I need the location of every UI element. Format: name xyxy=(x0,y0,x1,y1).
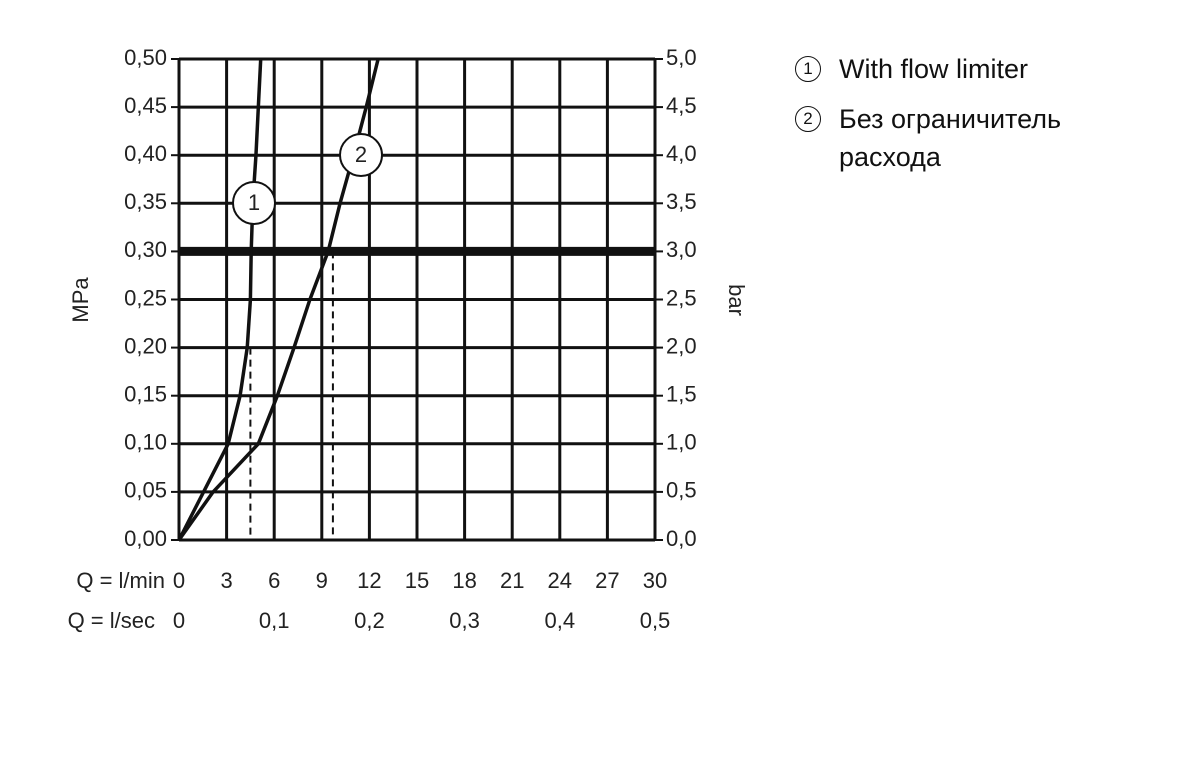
curve-label: 1 xyxy=(248,190,260,215)
y-tick-label: 0,10 xyxy=(124,430,167,455)
legend-glyph: 2 xyxy=(795,106,821,132)
y-tick-label: 0,35 xyxy=(124,189,167,214)
chart: MPa bar Q = l/min Q = l/sec 0,000,050,10… xyxy=(68,45,750,633)
y2-axis-label: bar xyxy=(724,284,749,316)
curve-label-circle xyxy=(339,133,383,177)
y-tick-label: 0,25 xyxy=(124,285,167,310)
x-tick-label: 9 xyxy=(316,568,328,593)
x2-tick-label: 0,5 xyxy=(640,608,671,633)
y2-tick-label: 0,0 xyxy=(666,526,697,551)
y2-tick-label: 0,5 xyxy=(666,478,697,503)
x-tick-label: 6 xyxy=(268,568,280,593)
x2-tick-label: 0,1 xyxy=(259,608,290,633)
curve-label: 2 xyxy=(355,142,367,167)
y2-tick-label: 2,5 xyxy=(666,285,697,310)
y-tick-label: 0,05 xyxy=(124,478,167,503)
x2-tick-label: 0 xyxy=(173,608,185,633)
y2-tick-label: 3,5 xyxy=(666,189,697,214)
legend-item: 1 With flow limiter xyxy=(795,50,1095,88)
y2-tick-label: 4,0 xyxy=(666,141,697,166)
x-tick-label: 21 xyxy=(500,568,524,593)
x-tick-label: 0 xyxy=(173,568,185,593)
y-tick-label: 0,50 xyxy=(124,45,167,70)
y2-tick-label: 1,0 xyxy=(666,430,697,455)
legend-item: 2 Без ограничитель расхода xyxy=(795,100,1095,176)
x-tick-label: 12 xyxy=(357,568,381,593)
legend-label: With flow limiter xyxy=(839,54,1029,84)
x-tick-label: 15 xyxy=(405,568,429,593)
x-axis-label: Q = l/min xyxy=(76,568,165,593)
y-axis-label: MPa xyxy=(68,277,93,323)
x2-tick-label: 0,2 xyxy=(354,608,385,633)
legend-glyph: 1 xyxy=(795,56,821,82)
y2-tick-label: 4,5 xyxy=(666,93,697,118)
y-tick-label: 0,20 xyxy=(124,333,167,358)
y2-tick-label: 1,5 xyxy=(666,382,697,407)
y-tick-label: 0,45 xyxy=(124,93,167,118)
y-tick-label: 0,00 xyxy=(124,526,167,551)
y-tick-label: 0,15 xyxy=(124,382,167,407)
x-tick-label: 30 xyxy=(643,568,667,593)
series-line xyxy=(177,58,263,541)
curve-label-circle xyxy=(232,181,276,225)
y-tick-label: 0,40 xyxy=(124,141,167,166)
x-tick-label: 27 xyxy=(595,568,619,593)
x-tick-label: 18 xyxy=(452,568,476,593)
x2-axis-label: Q = l/sec xyxy=(68,608,155,633)
y2-tick-label: 5,0 xyxy=(666,45,697,70)
y2-tick-label: 2,0 xyxy=(666,333,697,358)
x2-tick-label: 0,3 xyxy=(449,608,480,633)
legend: 1 With flow limiter 2 Без ограничитель расх… xyxy=(795,50,1095,188)
x2-tick-label: 0,4 xyxy=(545,608,576,633)
legend-label: Без ограничитель расхода xyxy=(839,104,1062,172)
x-tick-label: 3 xyxy=(220,568,232,593)
y2-tick-label: 3,0 xyxy=(666,237,697,262)
y-tick-label: 0,30 xyxy=(124,237,167,262)
x-tick-label: 24 xyxy=(548,568,572,593)
